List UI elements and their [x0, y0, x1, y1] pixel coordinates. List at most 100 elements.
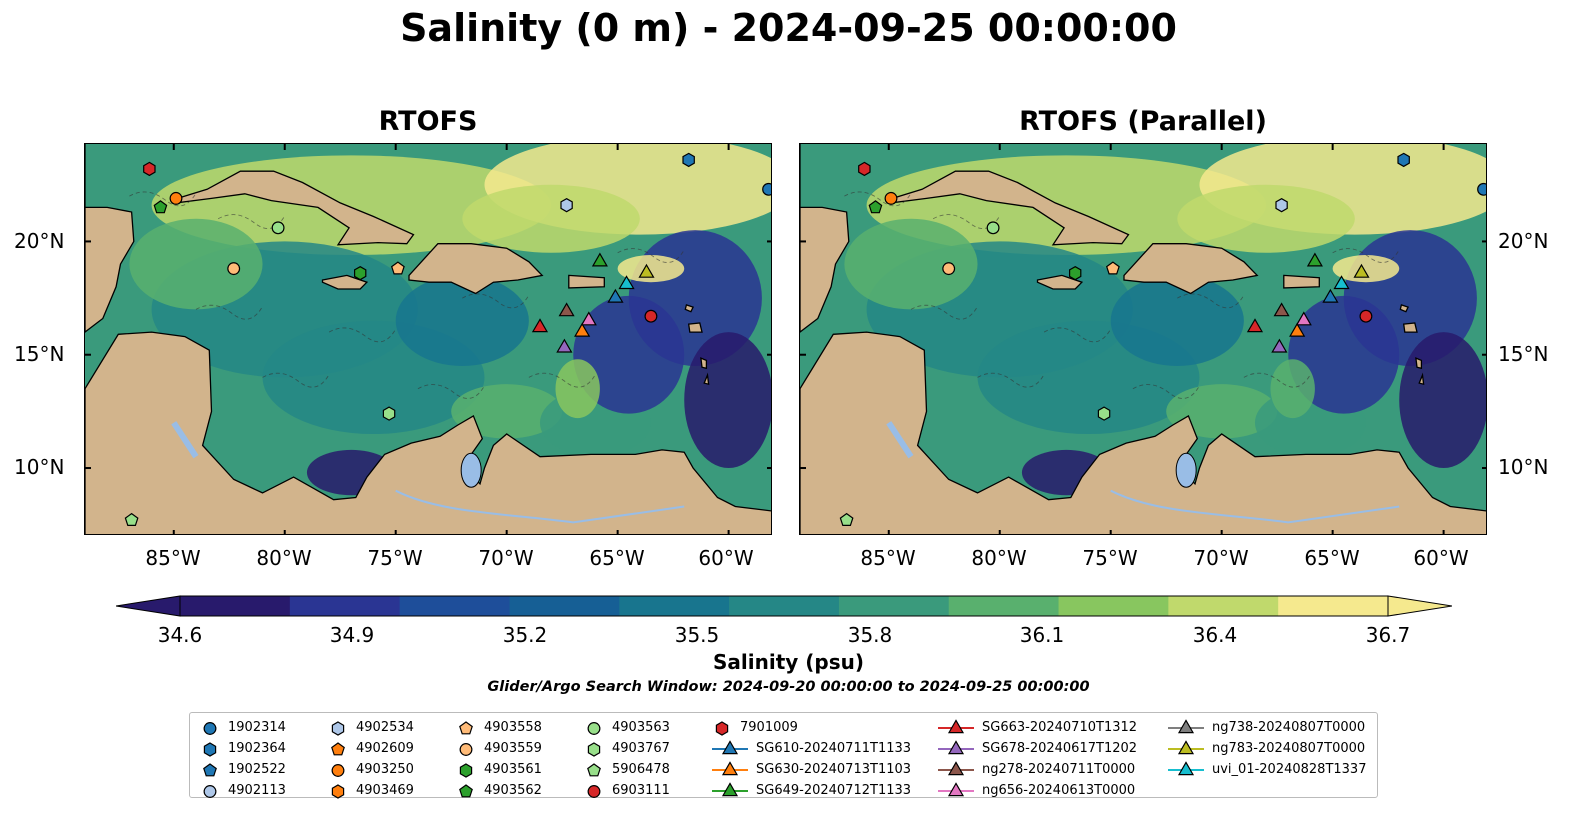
lon-tick: 65°W: [1304, 546, 1360, 570]
salinity-patch: [1110, 275, 1244, 367]
legend-label: 4902534: [356, 720, 414, 735]
legend-item: 4902609: [328, 738, 414, 759]
lon-tick: 75°W: [367, 546, 423, 570]
colorbar-tick: 36.7: [1365, 623, 1411, 647]
panel-title-rtofs-parallel: RTOFS (Parallel): [1019, 106, 1267, 137]
land: [85, 144, 135, 333]
land: [684, 304, 695, 313]
platform-marker: [858, 161, 871, 177]
land: [321, 274, 369, 290]
legend-label: 7901009: [740, 720, 798, 735]
salinity-patch: [451, 384, 563, 439]
colorbar-tick: 35.8: [847, 623, 893, 647]
land: [1123, 243, 1259, 295]
legend-label: 4903563: [612, 720, 670, 735]
legend-marker: [947, 760, 965, 775]
lon-tick: 85°W: [145, 546, 201, 570]
platform-marker: [1273, 302, 1290, 317]
land: [172, 170, 415, 246]
legend-item: SG610-20240711T1133: [712, 738, 911, 759]
legend-label: 4903561: [484, 762, 542, 777]
bathymetry-contour: [328, 327, 396, 343]
land: [85, 331, 771, 534]
legend-item: SG649-20240712T1133: [712, 780, 911, 801]
figure-title: Salinity (0 m) - 2024-09-25 00:00:00: [400, 6, 1177, 50]
legend-marker: [203, 784, 217, 798]
legend-label: 1902314: [228, 720, 286, 735]
bathymetry-contour: [1243, 372, 1311, 388]
legend-label: SG649-20240712T1133: [756, 783, 912, 798]
lon-tick: 65°W: [589, 546, 645, 570]
salinity-patch: [1399, 332, 1486, 469]
salinity-patch: [1177, 184, 1355, 253]
legend-marker: [459, 783, 473, 797]
platform-marker: [1322, 288, 1339, 303]
lake: [171, 421, 199, 459]
legend-label: 4903469: [356, 783, 414, 798]
bathymetry-contour: [1043, 327, 1111, 343]
platform-marker: [1353, 263, 1370, 278]
legend-item: 4903558: [456, 717, 542, 738]
legend-marker: [1177, 718, 1195, 733]
lake: [886, 421, 914, 459]
bathymetry-contour: [1177, 293, 1244, 309]
lon-tick: 80°W: [971, 546, 1027, 570]
legend-marker: [331, 783, 345, 799]
lon-tick: 75°W: [1082, 546, 1138, 570]
land: [1283, 274, 1320, 289]
legend-column: 4903563 4903767 5906478 6903111: [584, 717, 670, 801]
colorbar-extend-max: [1387, 595, 1452, 617]
bathymetry-contour: [262, 372, 329, 388]
legend-item: 4902113: [200, 780, 286, 801]
legend-marker: [721, 781, 739, 796]
platform-marker: [682, 152, 695, 168]
legend-item: 4903469: [328, 780, 414, 801]
lon-tick: 70°W: [1193, 546, 1249, 570]
legend-label: 4903250: [356, 762, 414, 777]
lon-tick: 80°W: [256, 546, 312, 570]
map-rtofs-parallel: [799, 143, 1487, 535]
legend-column: ng738-20240807T0000 ng783-20240807T0000 uv…: [1168, 717, 1366, 780]
legend-marker: [721, 739, 739, 754]
lat-tick-left: 15°N: [14, 342, 65, 366]
land: [1399, 304, 1410, 313]
colorbar-tick: 35.5: [674, 623, 720, 647]
river: [1110, 489, 1400, 524]
legend-column: 4903558 4903559 4903561 4903562: [456, 717, 542, 801]
platform-marker: [591, 252, 608, 267]
platform-marker: [1275, 198, 1288, 213]
colorbar-tick: 35.2: [502, 623, 548, 647]
salinity-patch: [555, 359, 600, 419]
lon-tick: 85°W: [860, 546, 916, 570]
legend-label: SG663-20240710T1312: [982, 720, 1138, 735]
map-rtofs: [84, 143, 772, 535]
platform-marker: [556, 338, 573, 353]
legend-item: ng656-20240613T0000: [938, 780, 1137, 801]
platform-marker: [644, 309, 658, 323]
legend-label: SG630-20240713T1103: [756, 762, 912, 777]
land: [800, 144, 850, 333]
platform-marker: [169, 191, 183, 205]
bathymetry-contour: [129, 191, 196, 207]
bathymetry-contour: [195, 304, 263, 320]
platform-marker: [884, 191, 898, 205]
legend-item: ng738-20240807T0000: [1168, 717, 1366, 738]
bathymetry-contour: [417, 384, 485, 399]
land: [687, 322, 703, 333]
land: [568, 274, 605, 289]
colorbar: [116, 595, 1452, 617]
legend-item: 1902522: [200, 759, 286, 780]
colorbar-tick: 34.6: [157, 623, 203, 647]
land: [800, 331, 1486, 534]
platform-marker: [558, 302, 575, 317]
legend-label: ng278-20240711T0000: [982, 762, 1136, 777]
platform-marker: [574, 322, 591, 337]
platform-marker: [354, 266, 367, 281]
land: [1415, 357, 1423, 370]
platform-marker: [1069, 266, 1082, 281]
platform-marker: [618, 275, 635, 290]
land: [700, 357, 708, 370]
bathymetry-contour: [844, 191, 911, 207]
colorbar-frame: [179, 595, 1389, 617]
legend-marker: [947, 739, 965, 754]
